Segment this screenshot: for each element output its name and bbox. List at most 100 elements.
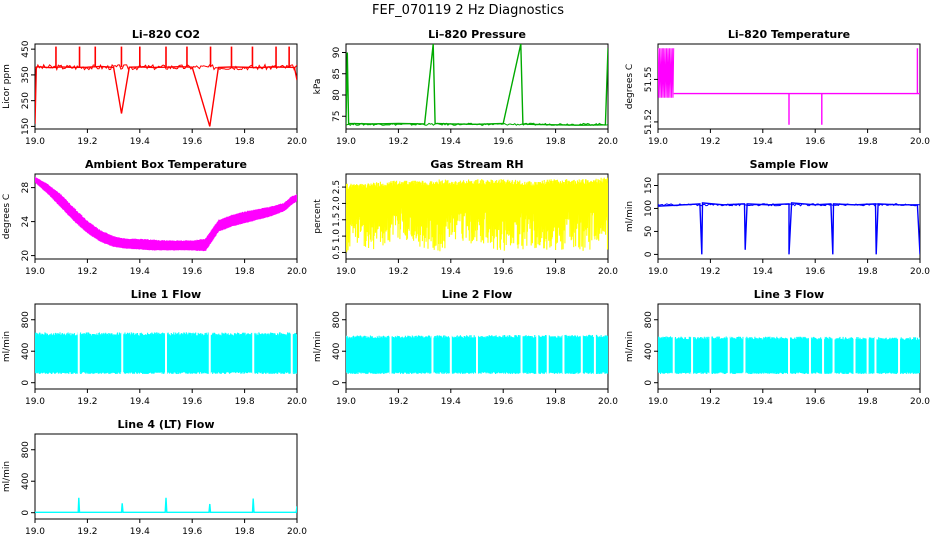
signal-gap xyxy=(672,306,675,387)
x-tick-label: 19.2 xyxy=(388,137,408,147)
x-tick-label: 19.8 xyxy=(858,267,878,277)
panel-rh: Gas Stream RH percent 0.51.0 1.5 2.0 2.5 19.0 1… xyxy=(313,158,618,277)
x-tick-label: 19.2 xyxy=(77,267,97,277)
plot-area xyxy=(35,497,297,513)
x-tick-label: 19.8 xyxy=(235,137,255,147)
signal-band xyxy=(346,177,608,253)
x-tick-label: 19.0 xyxy=(25,137,45,147)
plot-area xyxy=(346,177,608,253)
plot-area xyxy=(658,202,920,255)
x-tick-label: 19.6 xyxy=(182,397,202,407)
x-tick-label: 19.4 xyxy=(130,137,150,147)
plot-frame xyxy=(657,173,921,260)
signal-gap xyxy=(832,306,835,387)
x-tick-label: 19.0 xyxy=(336,397,356,407)
y-tick-label: 800 xyxy=(644,311,654,328)
y-tick-label: 0 xyxy=(21,380,31,386)
x-tick-label: 20.0 xyxy=(910,267,930,277)
x-tick-label: 19.0 xyxy=(336,137,356,147)
signal-gap xyxy=(898,306,901,387)
x-tick-label: 19.0 xyxy=(25,397,45,407)
noise-band xyxy=(658,48,675,98)
plot-frame xyxy=(34,173,298,260)
x-tick-label: 19.8 xyxy=(235,267,255,277)
plot-frame xyxy=(657,43,921,130)
signal-gap xyxy=(546,306,549,387)
signal-gap xyxy=(208,306,211,387)
y-tick-label: 400 xyxy=(644,342,654,359)
plot-area xyxy=(35,176,297,252)
x-tick-label: 19.0 xyxy=(648,397,668,407)
signal-gap xyxy=(691,306,694,387)
panel-co2: Li–820 CO2 Licor ppm 150 250 350 450 19.0 19.2 1… xyxy=(2,28,307,147)
y-tick-label: 400 xyxy=(21,342,31,359)
panel-grid: Li–820 CO2 Licor ppm 150 250 350 450 19.0 19.2 1… xyxy=(2,28,930,537)
x-tick-label: 19.4 xyxy=(753,267,773,277)
x-tick-label: 19.6 xyxy=(805,137,825,147)
x-tick-label: 19.8 xyxy=(546,267,566,277)
panel-line4: Line 4 (LT) Flow ml/min 0 400 800 19.0 19.2 19.… xyxy=(2,418,307,537)
panel-title: Li–820 CO2 xyxy=(132,28,200,41)
plot-frame xyxy=(34,433,298,520)
signal-gap xyxy=(562,306,565,387)
signal-gap xyxy=(743,306,746,387)
y-tick-label: 85 xyxy=(332,68,342,79)
y-tick-label: 75 xyxy=(332,111,342,122)
y-axis-label: ml/min xyxy=(625,331,635,362)
x-tick-label: 20.0 xyxy=(910,397,930,407)
x-tick-label: 19.2 xyxy=(700,137,720,147)
signal-gap xyxy=(874,306,877,387)
signal-gap xyxy=(822,306,825,387)
x-tick-label: 19.6 xyxy=(493,137,513,147)
panel-pressure: Li–820 Pressure kPa 75 80 85 90 19.0 19.2 19.4 19… xyxy=(313,28,618,147)
series-jitter xyxy=(658,203,920,207)
x-tick-label: 19.0 xyxy=(648,137,668,147)
x-tick-label: 19.6 xyxy=(493,397,513,407)
x-tick-label: 20.0 xyxy=(287,267,307,277)
y-axis-label: degrees C xyxy=(2,194,12,239)
x-tick-label: 19.0 xyxy=(648,267,668,277)
series-line xyxy=(673,48,920,125)
signal-gap xyxy=(520,306,523,387)
signal-gap xyxy=(727,306,730,387)
signal-gap xyxy=(77,306,80,387)
y-axis-label: percent xyxy=(313,199,323,234)
y-tick-label: 1.5 xyxy=(332,213,342,227)
panel-line2: Line 2 Flow ml/min 0 400 800 19.0 19.2 19.4 19.6… xyxy=(313,288,618,407)
signal-gap xyxy=(389,306,392,387)
panel-title: Line 3 Flow xyxy=(754,288,824,301)
y-axis-label: ml/min xyxy=(625,201,635,232)
y-tick-label: 80 xyxy=(332,89,342,101)
x-tick-label: 19.2 xyxy=(388,267,408,277)
y-axis-label: degrees C xyxy=(625,64,635,109)
signal-gap xyxy=(580,306,583,387)
plot-area xyxy=(346,44,608,126)
y-tick-label: 400 xyxy=(332,342,342,359)
y-tick-label: 0 xyxy=(644,380,654,386)
y-tick-label: 51.55 xyxy=(644,67,654,93)
x-tick-label: 19.6 xyxy=(805,267,825,277)
y-tick-label: 150 xyxy=(644,177,654,194)
x-tick-label: 19.8 xyxy=(858,397,878,407)
x-tick-label: 19.0 xyxy=(336,267,356,277)
y-axis-label: ml/min xyxy=(2,331,12,362)
y-tick-label: 28 xyxy=(21,182,31,194)
signal-gap xyxy=(449,306,452,387)
y-tick-label: 350 xyxy=(21,66,31,83)
signal-gap xyxy=(476,306,478,387)
y-tick-label: 150 xyxy=(21,118,31,135)
y-tick-label: 250 xyxy=(21,92,31,109)
x-tick-label: 20.0 xyxy=(598,267,618,277)
panel-title: Sample Flow xyxy=(750,158,829,171)
signal-gap xyxy=(290,306,293,387)
y-tick-label: 51.52 xyxy=(644,109,654,135)
panel-title: Line 4 (LT) Flow xyxy=(118,418,215,431)
signal-gap xyxy=(788,306,790,387)
panel-licor-temp: Li–820 Temperature degrees C 51.52 51.55 19.… xyxy=(625,28,930,147)
plot-area xyxy=(35,46,297,127)
plot-frame xyxy=(34,43,298,130)
x-tick-label: 19.8 xyxy=(858,137,878,147)
panel-title: Line 1 Flow xyxy=(131,288,201,301)
y-tick-label: 800 xyxy=(21,441,31,458)
